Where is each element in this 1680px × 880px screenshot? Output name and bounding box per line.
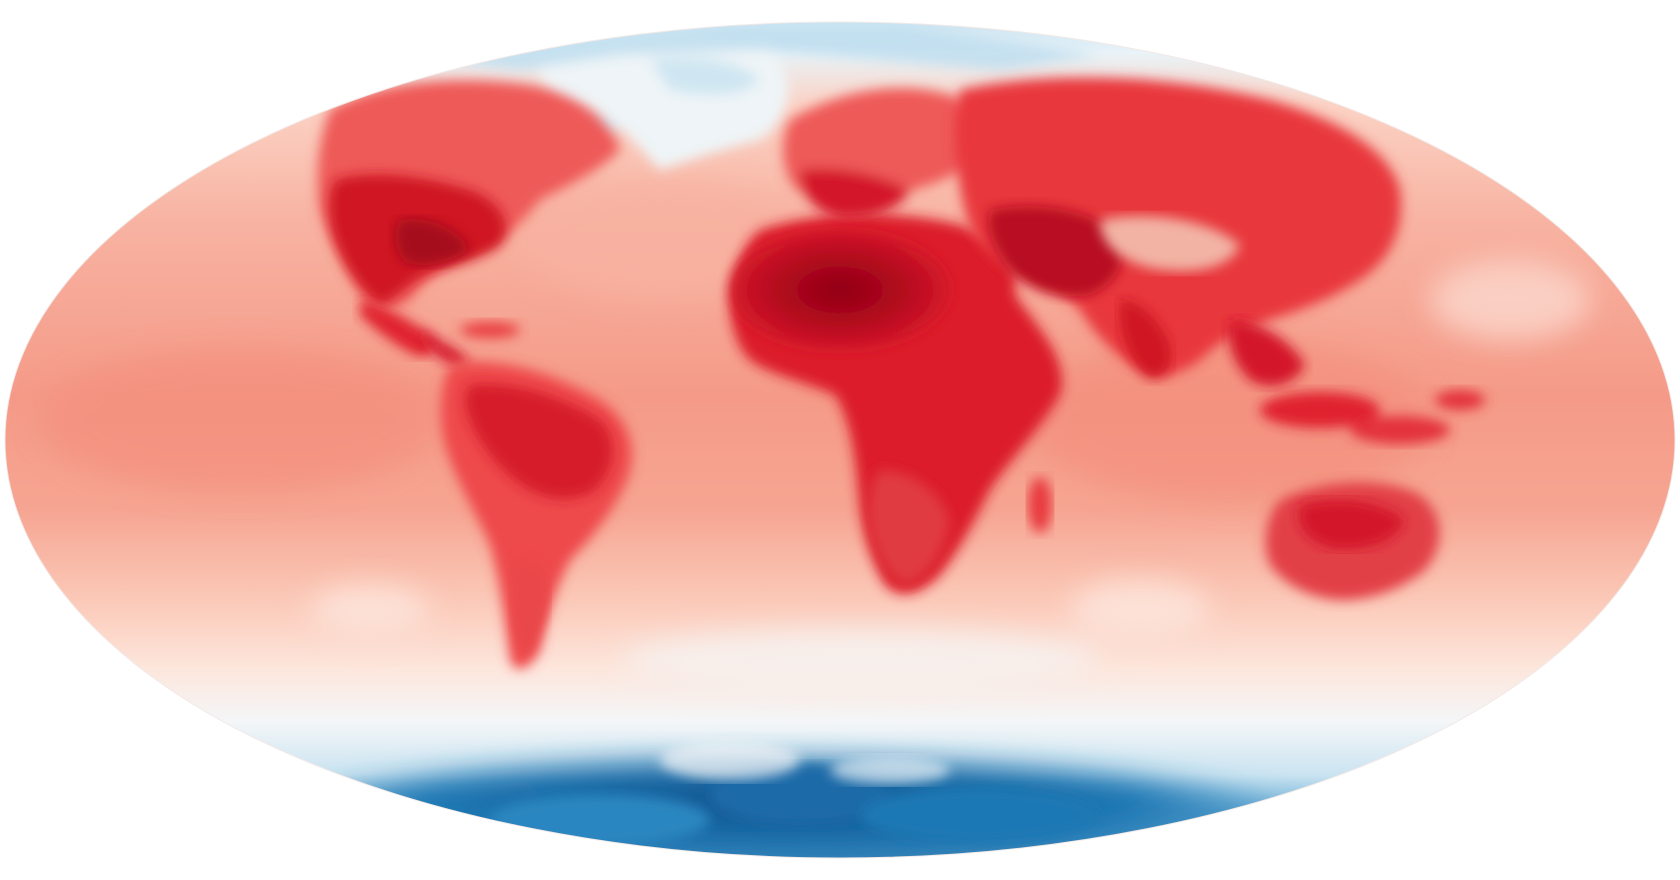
ocean-patches: [40, 180, 1590, 690]
north-america: [317, 80, 620, 357]
globe-outline: [4, 21, 1676, 859]
southeast-asia: [1260, 390, 1485, 444]
africa: [730, 214, 1062, 594]
asia: [954, 77, 1401, 386]
central-america: [420, 322, 520, 366]
europe: [783, 88, 981, 219]
australia: [1265, 482, 1440, 600]
antarctica: [260, 740, 1300, 858]
south-america: [440, 361, 632, 669]
